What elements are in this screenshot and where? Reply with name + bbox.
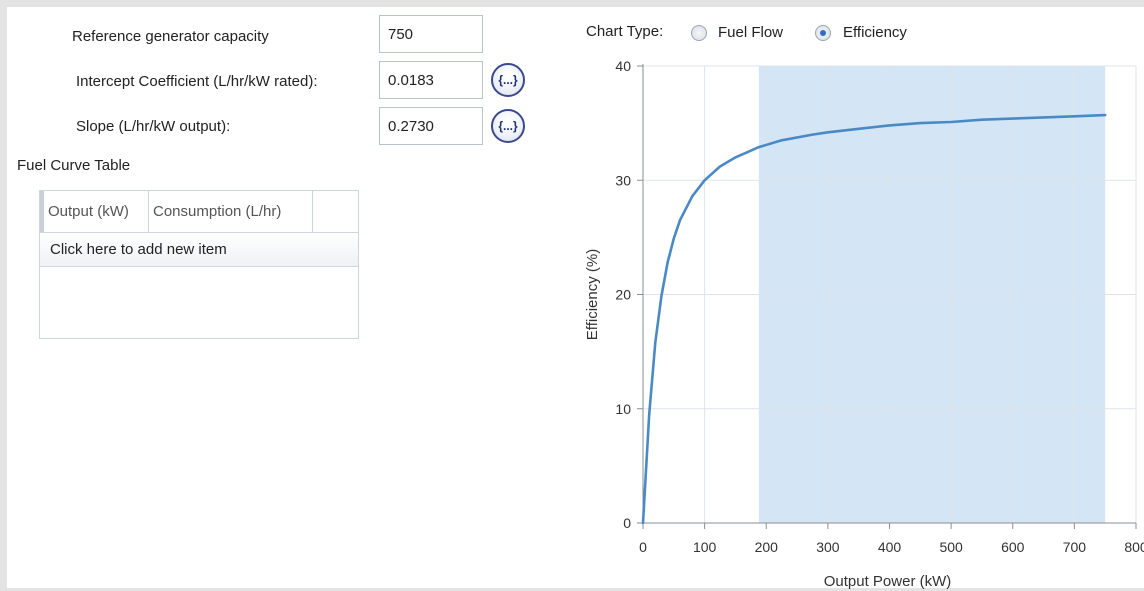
x-axis-label: Output Power (kW) (824, 573, 952, 590)
y-tick-label: 40 (615, 58, 631, 74)
x-tick-label: 600 (1001, 539, 1025, 555)
column-header-consumption[interactable]: Consumption (L/hr) (149, 191, 313, 232)
y-tick-label: 10 (615, 401, 631, 417)
efficiency-radio-label[interactable]: Efficiency (843, 24, 907, 41)
add-new-item-row[interactable]: Click here to add new item (40, 233, 358, 267)
y-tick-label: 20 (615, 287, 631, 303)
slope-expression-button[interactable]: {...} (491, 109, 525, 143)
x-tick-label: 200 (755, 539, 779, 555)
intercept-input[interactable] (379, 61, 483, 99)
table-header: Output (kW) Consumption (L/hr) (40, 191, 358, 233)
y-axis-label: Efficiency (%) (584, 249, 601, 340)
slope-label: Slope (L/hr/kW output): (76, 118, 231, 135)
x-tick-label: 100 (693, 539, 717, 555)
efficiency-series-line (641, 113, 1107, 525)
fuel-flow-radio-label[interactable]: Fuel Flow (718, 24, 784, 41)
fuel-curve-table-title: Fuel Curve Table (17, 157, 131, 174)
efficiency-radio[interactable] (815, 25, 831, 41)
x-tick-label: 800 (1124, 539, 1144, 555)
intercept-label: Intercept Coefficient (L/hr/kW rated): (76, 73, 318, 90)
y-tick-label: 30 (615, 172, 631, 188)
x-tick-label: 300 (816, 539, 840, 555)
chart-type-label: Chart Type: (586, 23, 664, 40)
capacity-input[interactable] (379, 15, 483, 53)
x-tick-label: 500 (939, 539, 963, 555)
y-tick-label: 0 (623, 515, 631, 531)
intercept-expression-button[interactable]: {...} (491, 63, 525, 97)
column-header-output[interactable]: Output (kW) (44, 191, 149, 232)
fuel-flow-radio[interactable] (691, 25, 707, 41)
x-tick-label: 700 (1063, 539, 1087, 555)
capacity-label: Reference generator capacity (72, 28, 269, 45)
fuel-curve-table: Output (kW) Consumption (L/hr) Click her… (39, 190, 359, 339)
row-header-spacer (40, 191, 44, 232)
x-tick-label: 400 (878, 539, 902, 555)
slope-input[interactable] (379, 107, 483, 145)
x-tick-label: 0 (639, 539, 647, 555)
